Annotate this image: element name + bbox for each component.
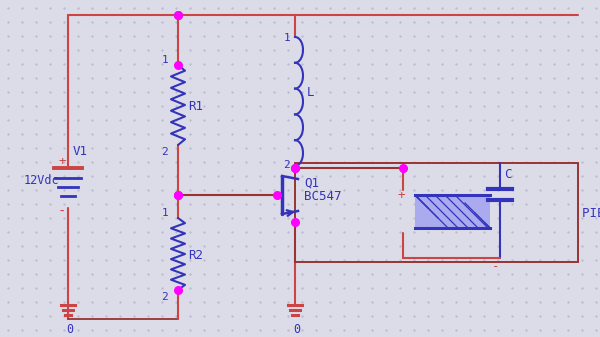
Text: +: +: [397, 189, 405, 202]
Text: V1: V1: [73, 145, 88, 158]
Text: 2: 2: [283, 160, 290, 170]
Text: 2: 2: [161, 147, 168, 157]
Text: C: C: [504, 168, 511, 181]
Text: 1: 1: [161, 208, 168, 218]
Text: 0: 0: [67, 323, 74, 336]
Text: 2: 2: [161, 292, 168, 302]
Text: 12Vdc: 12Vdc: [24, 174, 59, 186]
Text: Q1: Q1: [304, 177, 319, 190]
Text: R2: R2: [188, 249, 203, 262]
Text: 1: 1: [283, 33, 290, 43]
Text: -: -: [492, 260, 500, 273]
Text: 1: 1: [161, 55, 168, 65]
Text: L: L: [307, 86, 314, 99]
Text: 0: 0: [293, 323, 301, 336]
Text: R1: R1: [188, 100, 203, 113]
Bar: [415, 195, 490, 228]
Text: -: -: [58, 205, 66, 219]
Text: BC547: BC547: [304, 190, 341, 203]
Text: +: +: [58, 155, 66, 168]
Text: PIEZO Trans: PIEZO Trans: [582, 207, 600, 220]
